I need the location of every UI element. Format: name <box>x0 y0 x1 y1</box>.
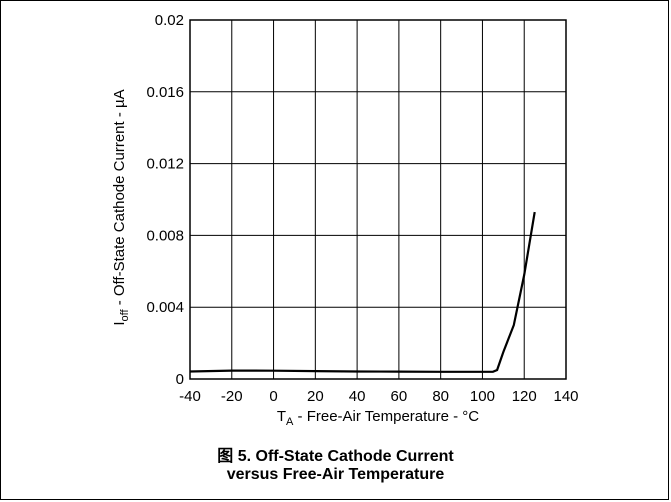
x-tick-label: 20 <box>307 388 324 405</box>
plot-border <box>189 19 567 380</box>
x-tick-label: 100 <box>470 388 495 405</box>
y-tick-label: 0.012 <box>146 156 184 173</box>
y-tick-labels: 0 0.004 0.008 0.012 0.016 0.02 <box>146 12 184 388</box>
x-tick-label: 40 <box>349 388 366 405</box>
x-tick-label: 120 <box>512 388 537 405</box>
grid <box>190 20 566 379</box>
y-tick-label: 0.004 <box>146 299 184 316</box>
y-tick-label: 0.008 <box>146 227 184 244</box>
x-axis-label-rest: - Free-Air Temperature - °C <box>293 408 479 425</box>
y-axis-label-rest: - Off-State Cathode Current - µA <box>111 89 128 309</box>
y-axis-label-sub: off <box>119 309 131 322</box>
x-tick-label: -20 <box>221 388 243 405</box>
figure-caption-line-2: versus Free-Air Temperature <box>226 466 445 483</box>
x-tick-labels: -40 -20 0 20 40 60 80 100 120 140 <box>179 388 578 405</box>
series-line <box>189 211 536 373</box>
y-tick-label: 0 <box>176 371 184 388</box>
x-tick-label: -40 <box>179 388 201 405</box>
x-tick-label: 140 <box>553 388 578 405</box>
x-tick-label: 0 <box>269 388 277 405</box>
y-axis-label: Ioff - Off-State Cathode Current - µA <box>111 89 131 325</box>
figure-caption-line-1: 图 5. Off-State Cathode Current <box>217 448 454 465</box>
chart: -40 -20 0 20 40 60 80 100 120 140 0 0.004 0.008 0.01… <box>111 12 579 428</box>
x-tick-label: 60 <box>391 388 408 405</box>
y-tick-label: 0.02 <box>155 12 184 29</box>
x-axis-label-sub: A <box>286 416 294 428</box>
x-axis-label-main: T <box>277 408 286 425</box>
y-axis-label-main: I <box>111 321 128 325</box>
x-axis-label: TA - Free-Air Temperature - °C <box>277 408 479 428</box>
x-tick-label: 80 <box>432 388 449 405</box>
y-tick-label: 0.016 <box>146 84 184 101</box>
